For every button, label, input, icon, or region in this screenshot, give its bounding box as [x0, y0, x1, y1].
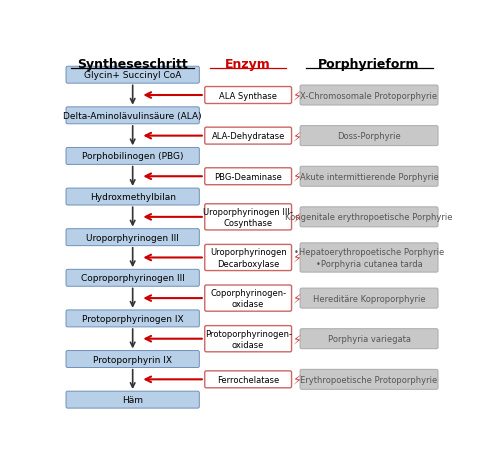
FancyBboxPatch shape [205, 128, 292, 145]
Text: Uroporphyrinogen III: Uroporphyrinogen III [86, 233, 179, 242]
Text: ⚡: ⚡ [293, 211, 301, 224]
FancyBboxPatch shape [300, 329, 438, 349]
FancyBboxPatch shape [66, 189, 199, 206]
Text: ⚡: ⚡ [293, 89, 301, 102]
FancyBboxPatch shape [66, 391, 199, 408]
Text: Protoporphyrinogen IX: Protoporphyrinogen IX [82, 314, 184, 323]
Text: Protoporphyrin IX: Protoporphyrin IX [93, 355, 172, 364]
Text: Hereditäre Koproporphyrie: Hereditäre Koproporphyrie [313, 294, 425, 303]
Text: •Hepatoerythropoetische Porphyrie
•Porphyria cutanea tarda: •Hepatoerythropoetische Porphyrie •Porph… [294, 248, 444, 268]
Text: ALA Synthase: ALA Synthase [219, 91, 277, 100]
Text: ⚡: ⚡ [293, 170, 301, 183]
Text: Kongenitale erythropoetische Porphyrie: Kongenitale erythropoetische Porphyrie [285, 213, 453, 222]
Text: Protoporphyrinogen-
oxidase: Protoporphyrinogen- oxidase [205, 329, 292, 349]
Text: ALA-Dehydratase: ALA-Dehydratase [212, 132, 285, 141]
FancyBboxPatch shape [66, 67, 199, 84]
Text: Uroporphyrinogen
Decarboxylase: Uroporphyrinogen Decarboxylase [210, 248, 287, 268]
Text: Porphyrieform: Porphyrieform [318, 57, 420, 70]
FancyBboxPatch shape [205, 371, 292, 388]
Text: Glycin+ Succinyl CoA: Glycin+ Succinyl CoA [84, 71, 181, 80]
Text: Enzym: Enzym [225, 57, 271, 70]
Text: X-Chromosomale Protoporphyrie: X-Chromosomale Protoporphyrie [300, 91, 437, 100]
FancyBboxPatch shape [205, 285, 292, 312]
FancyBboxPatch shape [66, 107, 199, 125]
Text: Syntheseschritt: Syntheseschritt [77, 57, 188, 70]
FancyBboxPatch shape [205, 204, 292, 231]
FancyBboxPatch shape [300, 244, 438, 273]
Text: Häm: Häm [122, 395, 143, 404]
FancyBboxPatch shape [300, 207, 438, 227]
Text: ⚡: ⚡ [293, 130, 301, 143]
Text: Porphyria variegata: Porphyria variegata [327, 334, 410, 344]
FancyBboxPatch shape [66, 270, 199, 287]
Text: Uroporphyrinogen III-
Cosynthase: Uroporphyrinogen III- Cosynthase [203, 207, 293, 227]
Text: Ferrochelatase: Ferrochelatase [217, 375, 279, 384]
Text: Coporphyrinogen-
oxidase: Coporphyrinogen- oxidase [210, 288, 286, 308]
FancyBboxPatch shape [205, 169, 292, 185]
FancyBboxPatch shape [66, 351, 199, 368]
FancyBboxPatch shape [66, 229, 199, 246]
FancyBboxPatch shape [205, 245, 292, 271]
FancyBboxPatch shape [300, 126, 438, 146]
Text: ⚡: ⚡ [293, 373, 301, 386]
Text: Erythropoetische Protoporphyrie: Erythropoetische Protoporphyrie [300, 375, 437, 384]
FancyBboxPatch shape [300, 86, 438, 106]
Text: ⚡: ⚡ [293, 251, 301, 264]
FancyBboxPatch shape [300, 369, 438, 389]
Text: Delta-Aminolävulinsäure (ALA): Delta-Aminolävulinsäure (ALA) [63, 112, 202, 120]
Text: ⚡: ⚡ [293, 292, 301, 305]
Text: ⚡: ⚡ [293, 332, 301, 345]
Text: Porphobilinogen (PBG): Porphobilinogen (PBG) [82, 152, 184, 161]
Text: Hydroxmethylbilan: Hydroxmethylbilan [90, 193, 176, 201]
FancyBboxPatch shape [66, 310, 199, 327]
FancyBboxPatch shape [300, 288, 438, 308]
Text: PBG-Deaminase: PBG-Deaminase [214, 172, 282, 181]
Text: Akute intermittierende Porphyrie: Akute intermittierende Porphyrie [300, 172, 438, 181]
Text: Coproporphyrinogen III: Coproporphyrinogen III [81, 274, 185, 283]
FancyBboxPatch shape [300, 167, 438, 187]
FancyBboxPatch shape [205, 326, 292, 352]
FancyBboxPatch shape [205, 88, 292, 104]
FancyBboxPatch shape [66, 148, 199, 165]
Text: Doss-Porphyrie: Doss-Porphyrie [337, 132, 401, 141]
